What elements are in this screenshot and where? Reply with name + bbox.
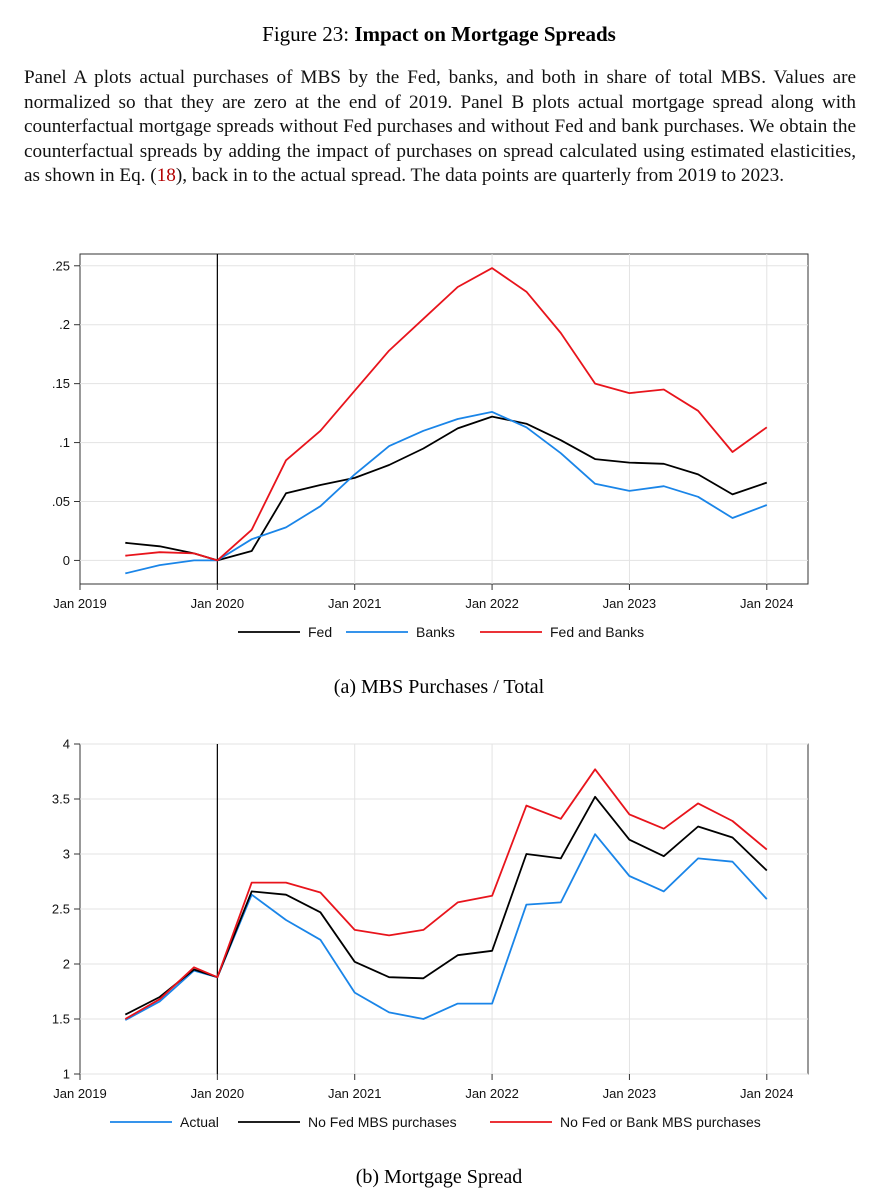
caption-text-end: ), back in to the actual spread. The dat…: [175, 165, 785, 187]
x-tick-label: Jan 2020: [191, 1086, 245, 1101]
y-tick-label: 4: [63, 737, 70, 752]
y-tick-label: .1: [59, 435, 70, 450]
y-tick-label: 1.5: [52, 1012, 70, 1027]
x-tick-label: Jan 2021: [328, 596, 382, 611]
y-tick-label: .2: [59, 317, 70, 332]
panel-a-chart: 0 .05 .1 .15 .2 .25 Jan 2019 Jan 2020 Jan 2021 Ja…: [52, 253, 809, 640]
legend-label: Fed: [308, 624, 332, 640]
y-tick-label: 3: [63, 847, 70, 862]
plot-area: [79, 253, 809, 585]
x-tick-label: Jan 2023: [603, 1086, 657, 1101]
y-tick-label: .15: [52, 376, 70, 391]
figure-caption: Panel A plots actual purchases of MBS by…: [24, 66, 856, 189]
x-tick-label: Jan 2020: [191, 596, 245, 611]
y-tick-label: 2: [63, 957, 70, 972]
x-tick-label: Jan 2023: [603, 596, 657, 611]
y-tick-label: 1: [63, 1067, 70, 1082]
y-tick-label: 2.5: [52, 902, 70, 917]
x-tick-label: Jan 2019: [53, 1086, 107, 1101]
x-tick-label: Jan 2022: [465, 596, 519, 611]
legend-label: Actual: [180, 1114, 219, 1130]
legend-label: Fed and Banks: [550, 624, 644, 640]
legend-label: No Fed MBS purchases: [308, 1114, 457, 1130]
x-tick-label: Jan 2021: [328, 1086, 382, 1101]
x-tick-label: Jan 2024: [740, 1086, 794, 1101]
y-tick-label: 0: [63, 553, 70, 568]
series-line-fed: [125, 415, 768, 562]
y-tick-label: .05: [52, 494, 70, 509]
x-tick-label: Jan 2022: [465, 1086, 519, 1101]
panel-a-caption: (a) MBS Purchases / Total: [333, 676, 545, 698]
equation-reference-link[interactable]: 18: [156, 165, 176, 187]
y-tick-label: 3.5: [52, 792, 70, 807]
panel-b-chart: 1 1.5 2 2.5 3 3.5 4 Jan 2019 Jan 2020 Jan 2021 Jan…: [52, 737, 809, 1130]
figure-title-text: Impact on Mortgage Spreads: [354, 22, 616, 46]
figure-label: Figure 23:: [262, 22, 350, 46]
legend-label: Banks: [416, 624, 455, 640]
figure-title: Figure 23: Impact on Mortgage Spreads: [0, 22, 878, 47]
legend-label: No Fed or Bank MBS purchases: [560, 1114, 761, 1130]
series-line-no-fed-or-bank-mbs-purchases: [124, 768, 768, 1020]
y-tick-label: .25: [52, 258, 70, 273]
x-tick-label: Jan 2019: [53, 596, 107, 611]
caption-text-start: Panel A plots actual purchases of MBS by…: [24, 67, 856, 187]
series-line-fed-and-banks: [125, 267, 768, 562]
x-tick-label: Jan 2024: [740, 596, 794, 611]
series-line-banks: [125, 410, 768, 575]
panel-b-caption: (b) Mortgage Spread: [355, 1166, 523, 1188]
